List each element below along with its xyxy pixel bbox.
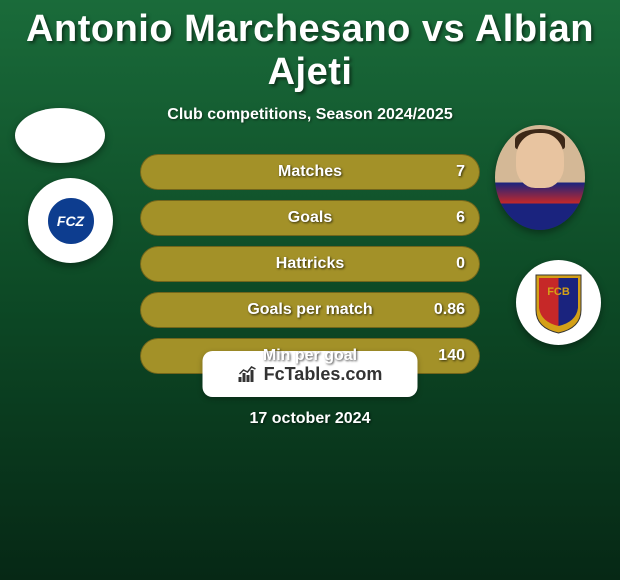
date-text: 17 october 2024 [250,410,371,428]
bars-container: Matches 7 Goals 6 Hattricks 0 Goals per match 0… [140,154,480,384]
stat-label: Goals per match [247,301,372,319]
stat-bar: Goals per match 0.86 [140,292,480,328]
stat-value: 6 [456,209,465,227]
stat-label: Goals [288,209,332,227]
stat-value: 7 [456,163,465,181]
stat-label: Matches [278,163,342,181]
chart-icon [238,365,258,383]
stat-label: Min per goal [263,347,357,365]
stat-label: Hattricks [276,255,344,273]
stat-value: 0 [456,255,465,273]
stat-bar: Matches 7 [140,154,480,190]
stat-value: 140 [438,347,465,365]
stat-bar: Hattricks 0 [140,246,480,282]
stat-bar: Goals 6 [140,200,480,236]
stat-value: 0.86 [434,301,465,319]
watermark-text: FcTables.com [264,364,383,385]
page-title: Antonio Marchesano vs Albian Ajeti [0,0,620,94]
stats-area: Matches 7 Goals 6 Hattricks 0 Goals per match 0… [0,154,620,394]
